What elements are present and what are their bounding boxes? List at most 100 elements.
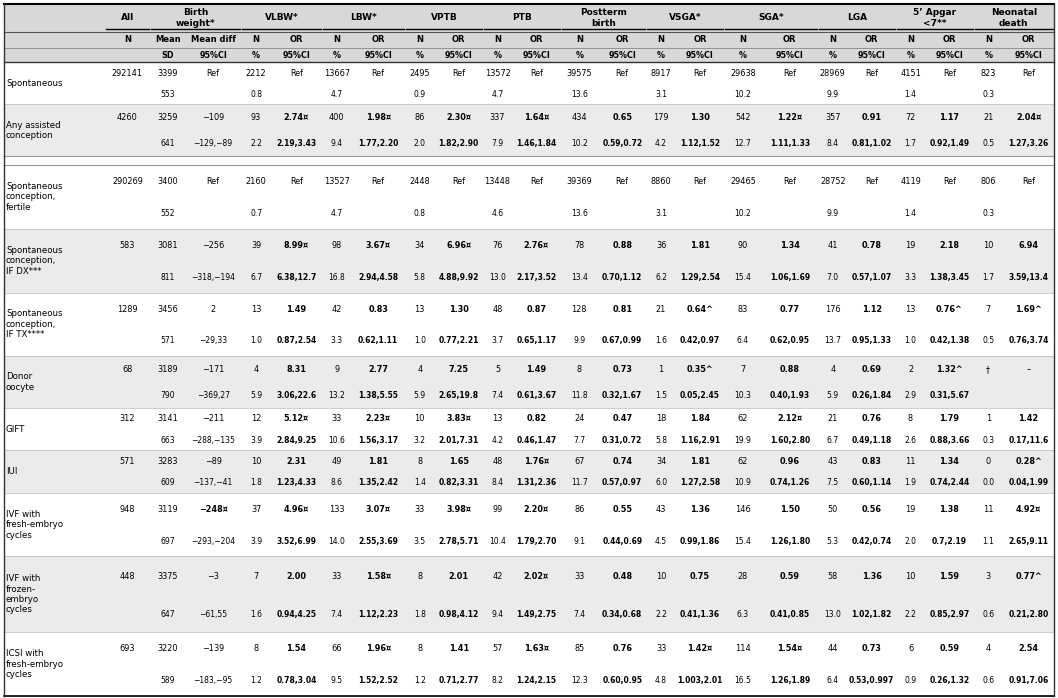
Text: Ref: Ref <box>616 68 628 77</box>
Text: OR: OR <box>616 36 628 45</box>
Text: 62: 62 <box>737 415 748 424</box>
Text: N: N <box>494 36 501 45</box>
Text: 1.17: 1.17 <box>940 113 960 122</box>
Text: 8860: 8860 <box>651 177 672 186</box>
Text: 0.57,0.97: 0.57,0.97 <box>602 478 642 487</box>
Text: 8.6: 8.6 <box>330 478 343 487</box>
Text: 14.0: 14.0 <box>328 537 345 546</box>
Text: Ref: Ref <box>865 68 878 77</box>
Text: All: All <box>121 13 134 22</box>
Text: 589: 589 <box>161 676 175 685</box>
Bar <box>4 450 1054 493</box>
Text: 19: 19 <box>906 505 916 514</box>
Text: 3456: 3456 <box>158 304 178 313</box>
Text: 146: 146 <box>735 505 751 514</box>
Text: 13: 13 <box>251 304 261 313</box>
Text: 8: 8 <box>254 644 258 653</box>
Text: 98: 98 <box>331 241 342 250</box>
Text: 95%CI: 95%CI <box>776 50 804 59</box>
Text: 2.6: 2.6 <box>905 436 916 445</box>
Text: 2.19,3.43: 2.19,3.43 <box>276 139 316 148</box>
Text: 28969: 28969 <box>820 68 845 77</box>
Text: 95%CI: 95%CI <box>199 50 227 59</box>
Text: 1.1: 1.1 <box>983 537 995 546</box>
Text: 10.6: 10.6 <box>328 436 345 445</box>
Text: Ref: Ref <box>616 177 628 186</box>
Text: 0.31,0.72: 0.31,0.72 <box>602 436 642 445</box>
Text: 2.0: 2.0 <box>414 139 425 148</box>
Text: 3.1: 3.1 <box>655 209 668 218</box>
Text: 93: 93 <box>251 113 261 122</box>
Text: 7: 7 <box>254 572 258 581</box>
Text: Spontaneous
conception,
IF DX***: Spontaneous conception, IF DX*** <box>6 246 62 276</box>
Text: 33: 33 <box>574 572 584 581</box>
Text: IUI: IUI <box>6 467 17 476</box>
Text: 10.4: 10.4 <box>489 537 506 546</box>
Text: 43: 43 <box>656 505 667 514</box>
Text: 1.24,2.15: 1.24,2.15 <box>516 676 557 685</box>
Text: 24: 24 <box>574 415 584 424</box>
Text: 0.75: 0.75 <box>690 572 710 581</box>
Text: 6.0: 6.0 <box>655 478 668 487</box>
Text: 1.58¤: 1.58¤ <box>366 572 390 581</box>
Text: 3.5: 3.5 <box>414 537 425 546</box>
Text: 7.5: 7.5 <box>826 478 839 487</box>
Text: 4.8: 4.8 <box>655 676 668 685</box>
Text: 1.54¤: 1.54¤ <box>778 644 802 653</box>
Text: 1289: 1289 <box>117 304 138 313</box>
Bar <box>4 62 1054 105</box>
Text: OR: OR <box>783 36 797 45</box>
Text: 1.38: 1.38 <box>940 505 960 514</box>
Text: N: N <box>416 36 423 45</box>
Text: 1.38,5.55: 1.38,5.55 <box>359 391 398 400</box>
Text: 68: 68 <box>122 365 132 374</box>
Text: 0.44,0.69: 0.44,0.69 <box>602 537 642 546</box>
Text: 641: 641 <box>161 139 175 148</box>
Text: 2.65,9.11: 2.65,9.11 <box>1008 537 1048 546</box>
Text: 8: 8 <box>417 644 422 653</box>
Text: 4: 4 <box>986 644 991 653</box>
Text: Ref: Ref <box>693 177 707 186</box>
Text: 2.65,19.8: 2.65,19.8 <box>438 391 478 400</box>
Text: −318,−194: −318,−194 <box>191 273 235 282</box>
Text: 10: 10 <box>251 456 261 466</box>
Text: 2.76¤: 2.76¤ <box>524 241 549 250</box>
Text: 1.27,2.58: 1.27,2.58 <box>680 478 720 487</box>
Text: 0.6: 0.6 <box>982 676 995 685</box>
Text: 0.99,1.86: 0.99,1.86 <box>680 537 720 546</box>
Text: 400: 400 <box>329 113 344 122</box>
Text: 5’ Apgar
<7**: 5’ Apgar <7** <box>913 8 956 28</box>
Text: 49: 49 <box>331 456 342 466</box>
Text: 2448: 2448 <box>409 177 431 186</box>
Text: 12: 12 <box>251 415 261 424</box>
Text: 1.4: 1.4 <box>414 478 425 487</box>
Bar <box>4 493 1054 556</box>
Text: 8: 8 <box>417 456 422 466</box>
Text: 5.9: 5.9 <box>826 391 839 400</box>
Text: 6: 6 <box>908 644 913 653</box>
Text: PTB: PTB <box>512 13 531 22</box>
Text: 0.59: 0.59 <box>780 572 800 581</box>
Text: 7.4: 7.4 <box>573 609 585 618</box>
Text: 0.78,3.04: 0.78,3.04 <box>276 676 316 685</box>
Text: 21: 21 <box>656 304 667 313</box>
Text: −256: −256 <box>202 241 224 250</box>
Text: N: N <box>333 36 340 45</box>
Text: 0.7,2.19: 0.7,2.19 <box>932 537 967 546</box>
Text: 0.98,4.12: 0.98,4.12 <box>438 609 478 618</box>
Text: 571: 571 <box>161 336 175 346</box>
Text: Ref: Ref <box>530 177 543 186</box>
Text: 3.7: 3.7 <box>491 336 504 346</box>
Bar <box>4 156 1054 165</box>
Text: 2.55,3.69: 2.55,3.69 <box>359 537 398 546</box>
Text: 4: 4 <box>254 365 259 374</box>
Text: 3375: 3375 <box>158 572 178 581</box>
Text: 13.0: 13.0 <box>489 273 506 282</box>
Text: 10.9: 10.9 <box>734 478 751 487</box>
Text: 3.1: 3.1 <box>655 90 668 99</box>
Text: 290269: 290269 <box>112 177 143 186</box>
Text: 1.42: 1.42 <box>1019 415 1039 424</box>
Text: 1.003,2.01: 1.003,2.01 <box>677 676 723 685</box>
Text: Ref: Ref <box>943 68 955 77</box>
Text: N: N <box>124 36 131 45</box>
